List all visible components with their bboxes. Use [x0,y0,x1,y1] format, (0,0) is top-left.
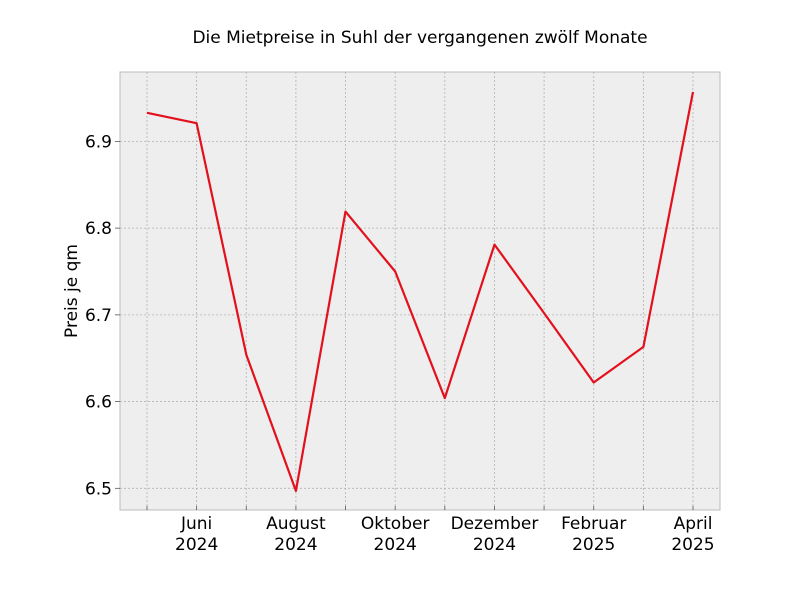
x-tick-label-month: August [266,514,326,534]
x-tick-label-year: 2025 [671,535,714,555]
y-tick-label: 6.8 [85,219,112,239]
y-axis-label: Preis je qm [62,244,82,338]
x-tick-label-month: Oktober [361,514,430,534]
x-tick-label-month: Dezember [451,514,539,534]
x-tick-label-year: 2024 [175,535,218,555]
plot-area [119,71,721,511]
x-tick-label-year: 2025 [572,535,615,555]
y-tick-label: 6.7 [85,306,112,326]
x-tick-label-month: Februar [561,514,626,534]
y-tick-label: 6.6 [85,393,112,413]
series-line [146,91,695,492]
price-line [146,91,695,492]
y-tick-label: 6.5 [85,479,112,499]
y-tick-labels: 6.5 6.6 6.7 6.8 6.9 [85,132,112,499]
x-tick-label-year: 2024 [274,535,317,555]
x-tick-label-month: Juni [180,514,212,534]
x-tick-labels: Juni2024August2024Oktober2024Dezember202… [175,514,715,555]
chart-title: Die Mietpreise in Suhl der vergangenen z… [192,28,647,48]
x-tick-label-year: 2024 [374,535,417,555]
axis-ticks [115,140,694,510]
x-tick-label-month: April [674,514,713,534]
y-tick-label: 6.9 [85,132,112,152]
x-tick-label-year: 2024 [473,535,516,555]
